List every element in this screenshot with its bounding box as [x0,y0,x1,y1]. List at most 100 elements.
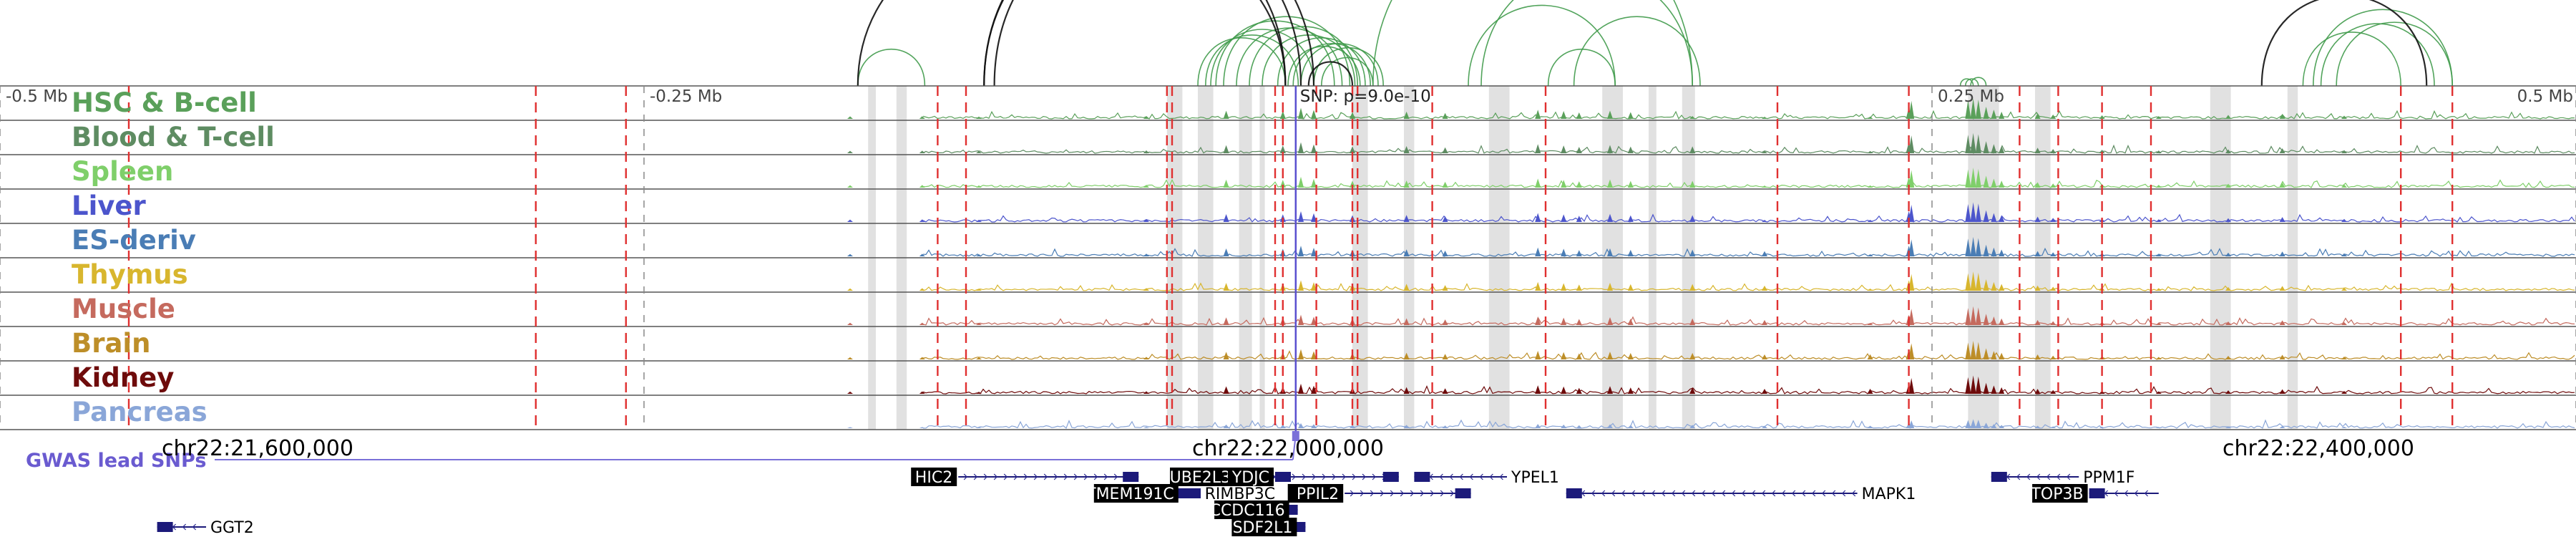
peak-7-33 [847,357,853,359]
strand-chevron [1601,490,1606,497]
peak-2-4 [1975,168,1981,188]
strand-chevron [2036,473,2041,480]
peak-8-20 [1689,387,1696,394]
peak-8-14 [1442,388,1448,394]
peak-6-24 [2050,321,2057,325]
peak-3-7 [1999,215,2005,222]
peak-4-28 [2279,251,2285,256]
strand-chevron [1342,473,1346,480]
offset-tick-label: -0.5 Mb [6,87,68,106]
green-loop-18 [1547,48,1616,87]
peak-3-33 [847,219,853,222]
peak-9-26 [2155,427,2162,428]
peak-8-15 [1535,385,1541,394]
strand-chevron [1711,490,1716,497]
strand-chevron [1821,490,1826,497]
peak-5-6 [1991,281,1997,291]
peak-5-17 [1576,284,1582,291]
strand-chevron [1103,473,1108,480]
peak-6-19 [1627,318,1634,325]
peak-7-5 [1983,348,1989,359]
gene-exon [1414,472,1430,482]
strand-chevron [1621,490,1626,497]
peak-9-13 [1403,425,1410,428]
peak-1-16 [1561,145,1567,153]
peak-1-6 [1991,144,1997,153]
strand-chevron [1641,490,1646,497]
peak-5-33 [847,288,853,291]
gene-label: YDJC [1231,469,1269,487]
peak-4-21 [1762,251,1767,256]
peak-4-27 [2225,252,2231,256]
peak-2-16 [1561,180,1567,188]
peak-4-18 [1607,248,1613,256]
strand-chevron [1450,490,1455,497]
strand-chevron [2056,473,2061,480]
peak-3-6 [1991,213,1997,222]
strand-chevron [2124,490,2129,497]
peak-4-19 [1627,249,1634,256]
peak-2-1 [1906,176,1912,188]
peak-5-2 [1965,273,1971,291]
peak-8-3 [1970,375,1976,394]
coordinate-label: chr22:21,600,000 [162,436,353,461]
strand-chevron [1083,473,1088,480]
peak-5-20 [1689,284,1696,291]
peak-6-16 [1561,317,1567,325]
peak-2-2 [1965,169,1971,188]
peak-6-6 [1991,316,1997,325]
offset-ticks: -0.5 Mb -0.25 Mb 0.25 Mb 0.5 Mb [0,86,2576,430]
strand-chevron [1631,490,1636,497]
peak-4-2 [1965,238,1971,256]
strand-chevron [973,473,978,480]
peak-9-15 [1535,424,1541,428]
peak-2-22 [1867,185,1873,188]
peak-9-18 [1607,424,1613,428]
peak-2-33 [847,185,853,188]
peak-6-30 [919,322,925,325]
strand-chevron [1372,473,1376,480]
peak-3-14 [1442,216,1448,222]
peak-0-22 [1867,116,1873,119]
gene-exon [1275,472,1291,482]
peak-0-14 [1442,112,1448,119]
peak-3-21 [1762,220,1767,222]
gene-rimbp3c: RIMBP3C [1185,485,1275,503]
green-loop-13 [1313,47,1384,87]
peak-5-22 [1867,289,1873,291]
peak-4-26 [2155,253,2162,256]
peak-2-28 [2279,183,2285,188]
track-label-4: ES-deriv [72,225,196,256]
strand-chevron [1459,473,1463,480]
track-label-6: Muscle [72,294,175,324]
peak-9-1 [1906,423,1912,428]
peak-9-25 [2099,426,2105,428]
strand-chevron [1292,473,1296,480]
peak-2-18 [1607,179,1613,188]
peak-7-29 [2341,356,2347,359]
peak-0-8 [1298,107,1304,119]
peak-1-11 [1223,145,1229,153]
peak-6-21 [1762,319,1767,325]
peak-1-33 [847,150,853,153]
peak-0-19 [1627,112,1634,119]
peak-5-4 [1975,272,1981,291]
strand-chevron [1651,490,1656,497]
peak-2-26 [2155,185,2162,188]
peak-9-3 [1970,419,1976,428]
peak-1-12 [1350,146,1355,153]
peak-2-30 [919,185,925,188]
strand-chevron [1479,473,1483,480]
track-label-2: Spleen [72,156,173,187]
peak-7-11 [1223,352,1229,359]
strand-chevron [1400,490,1405,497]
strand-chevron [1410,490,1415,497]
peak-5-31 [976,288,982,291]
peak-6-15 [1535,316,1541,325]
strand-chevron [1741,490,1746,497]
peak-2-15 [1535,178,1541,188]
peak-0-15 [1535,110,1541,119]
peak-0-10 [1279,110,1286,119]
peak-7-32 [1143,357,1149,359]
peak-8-13 [1403,387,1410,394]
